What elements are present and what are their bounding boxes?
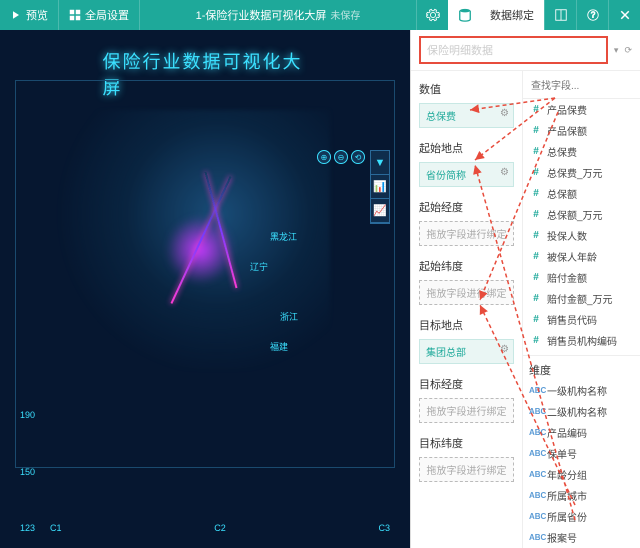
svg-text:?: ? [590, 11, 595, 20]
layers-icon[interactable] [544, 0, 576, 30]
x-axis: C1C2C3 [50, 523, 390, 533]
search-input[interactable] [529, 79, 634, 94]
field-item[interactable]: #总保费 [523, 141, 640, 162]
field-item[interactable]: #赔付金额_万元 [523, 288, 640, 309]
field-item[interactable]: ABC产品编码 [523, 422, 640, 443]
field-item[interactable]: #总保额 [523, 183, 640, 204]
drop-value[interactable]: 总保费 [419, 103, 514, 128]
field-item[interactable]: #总保额_万元 [523, 204, 640, 225]
binding-column: 数值 总保费 起始地点 省份简称 起始经度 拖放字段进行绑定 起始纬度 拖放字段… [411, 71, 523, 548]
chart-type-icons[interactable]: ▼📊📈 [370, 150, 390, 224]
databind-tab[interactable]: 数据绑定 [480, 0, 544, 30]
field-item[interactable]: ABC所属省份 [523, 506, 640, 527]
datasource-select[interactable]: 保险明细数据 [419, 36, 608, 64]
map-controls[interactable]: ⊕⊖⟲ [317, 150, 365, 164]
field-item[interactable]: #被保人年龄 [523, 246, 640, 267]
field-item[interactable]: #销售员代码 [523, 309, 640, 330]
topbar: 预览 全局设置 1-保险行业数据可视化大屏未保存 数据绑定 ? [0, 0, 640, 30]
canvas[interactable]: 保险行业数据可视化大屏 黑龙江 辽宁 浙江 福建 ⊕⊖⟲ ▼📊📈 1901501… [0, 30, 410, 548]
field-item[interactable]: ABC保单号 [523, 443, 640, 464]
drop-target-lng[interactable]: 拖放字段进行绑定 [419, 398, 514, 423]
page-title: 1-保险行业数据可视化大屏未保存 [140, 7, 416, 23]
global-settings-button[interactable]: 全局设置 [59, 0, 140, 30]
drop-start-lng[interactable]: 拖放字段进行绑定 [419, 221, 514, 246]
field-item[interactable]: ABC年龄分组 [523, 464, 640, 485]
field-item[interactable]: ABC所属城市 [523, 485, 640, 506]
databind-panel: 保险明细数据 ▾ ⟳ 数值 总保费 起始地点 省份简称 起始经度 拖放字段进行绑… [410, 30, 640, 548]
field-item[interactable]: #产品保额 [523, 120, 640, 141]
close-icon[interactable] [608, 0, 640, 30]
drop-start-loc[interactable]: 省份简称 [419, 162, 514, 187]
y-axis: 190150123 [20, 410, 40, 533]
settings-icon[interactable] [416, 0, 448, 30]
drop-target-loc[interactable]: 集团总部 [419, 339, 514, 364]
preview-button[interactable]: 预览 [0, 0, 59, 30]
field-item[interactable]: #投保人数 [523, 225, 640, 246]
field-item[interactable]: #赔付金额 [523, 267, 640, 288]
drop-target-lat[interactable]: 拖放字段进行绑定 [419, 457, 514, 482]
field-item[interactable]: ABC一级机构名称 [523, 380, 640, 401]
database-icon[interactable] [448, 0, 480, 30]
chevron-down-icon[interactable]: ▾ [614, 45, 619, 56]
field-column: #产品保费#产品保额#总保费#总保费_万元#总保额#总保额_万元#投保人数#被保… [523, 71, 640, 548]
field-item[interactable]: #总保费_万元 [523, 162, 640, 183]
drop-start-lat[interactable]: 拖放字段进行绑定 [419, 280, 514, 305]
refresh-icon[interactable]: ⟳ [624, 45, 632, 56]
field-item[interactable]: #产品保费 [523, 99, 640, 120]
dim-header: 维度 [523, 355, 640, 380]
field-item[interactable]: ABC报案号 [523, 527, 640, 548]
help-icon[interactable]: ? [576, 0, 608, 30]
field-item[interactable]: ABC二级机构名称 [523, 401, 640, 422]
field-item[interactable]: #销售员机构编码 [523, 330, 640, 351]
